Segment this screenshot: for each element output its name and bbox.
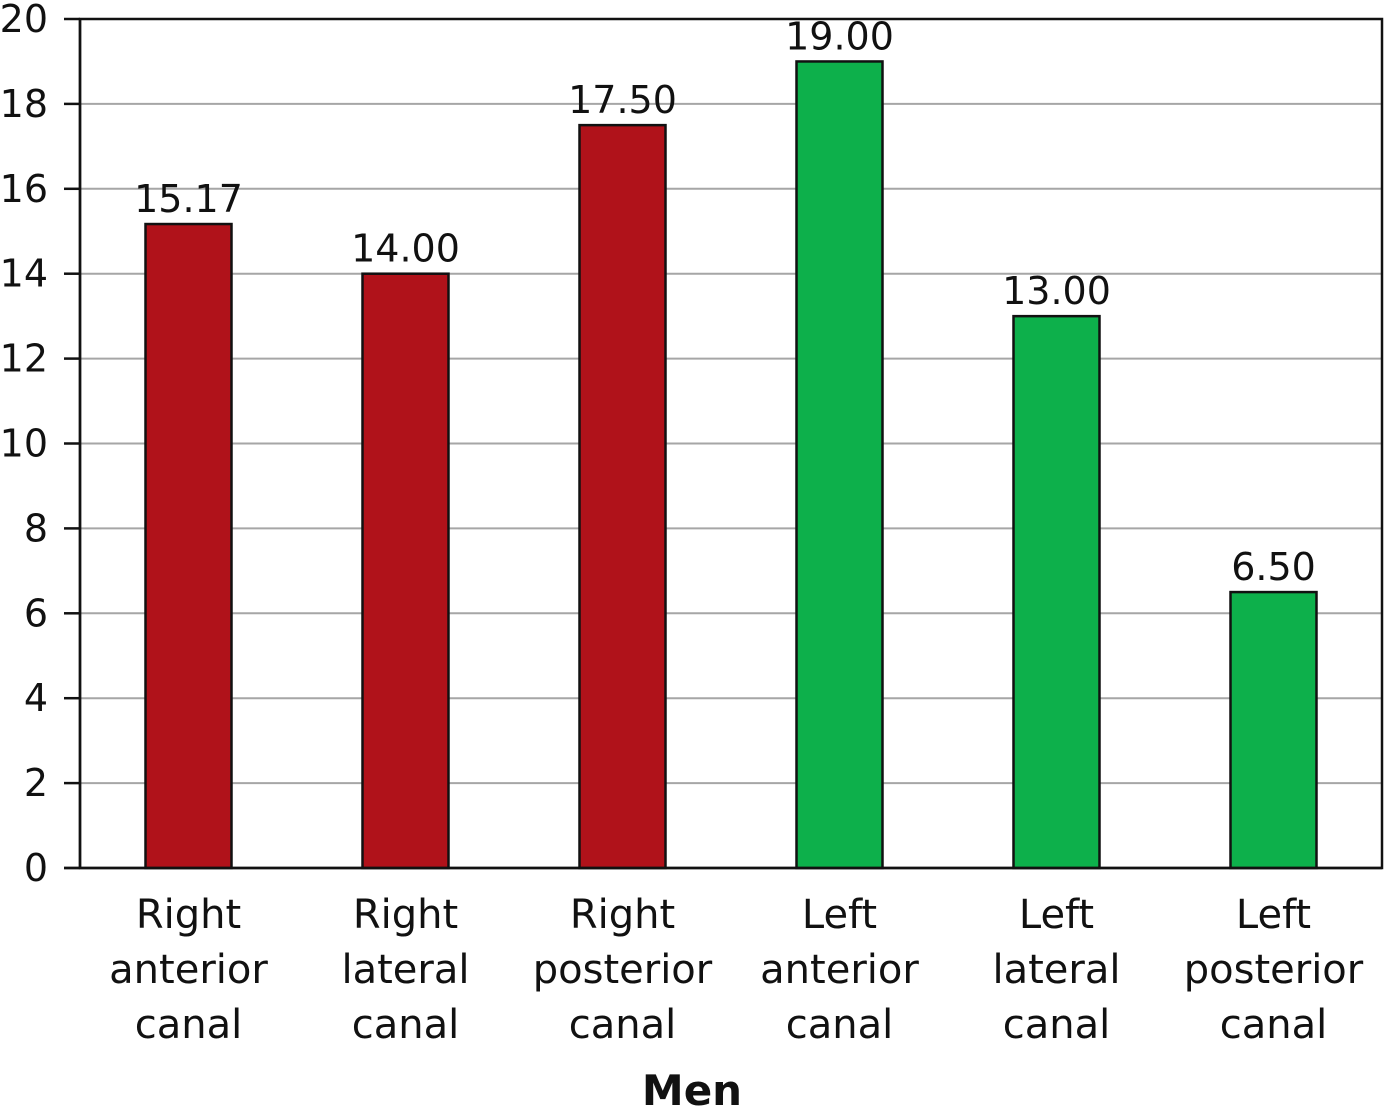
bar [144, 222, 233, 870]
bar [1012, 314, 1101, 870]
x-tick-label-line: posterior [533, 947, 713, 993]
data-label: 14.00 [351, 227, 460, 271]
x-tick-label-line: canal [569, 1002, 676, 1048]
y-tick-label: 18 [0, 82, 48, 126]
data-label: 6.50 [1231, 545, 1316, 589]
data-label: 17.50 [568, 78, 677, 122]
y-tick-label: 10 [0, 422, 48, 466]
x-tick-label-line: canal [135, 1002, 242, 1048]
y-tick-label: 2 [24, 761, 48, 805]
x-tick-label-line: Right [136, 892, 241, 938]
y-tick-label: 12 [0, 337, 48, 381]
data-label: 19.00 [785, 14, 894, 58]
bar [795, 60, 884, 870]
x-tick-label-line: Right [570, 892, 675, 938]
x-tick-label-line: Left [1019, 892, 1094, 938]
x-tick-label-line: canal [1220, 1002, 1327, 1048]
x-tick-label-line: Left [1236, 892, 1311, 938]
x-tick-label-line: Left [802, 892, 877, 938]
x-tick-label: Right lateral canal [342, 892, 470, 1048]
y-tick-label: 0 [24, 846, 48, 890]
x-tick-label-line: canal [352, 1002, 459, 1048]
x-tick-label-line: canal [1003, 1002, 1110, 1048]
bar [578, 123, 667, 870]
y-tick-label: 6 [24, 591, 48, 635]
y-tick-label: 4 [24, 676, 48, 720]
x-tick-label-line: anterior [760, 947, 919, 993]
y-tick-label: 8 [24, 506, 48, 550]
x-tick-label-line: Right [353, 892, 458, 938]
x-tick-label: Right posterior canal [533, 892, 713, 1048]
x-axis-title: Men [642, 1066, 742, 1110]
x-tick-label-line: anterior [109, 947, 268, 993]
x-tick-label: Right anterior canal [109, 892, 268, 1048]
y-tick-label: 14 [0, 252, 48, 296]
data-label: 13.00 [1002, 269, 1111, 313]
x-tick-label-line: posterior [1184, 947, 1364, 993]
x-tick-label: Left lateral canal [993, 892, 1121, 1048]
x-tick-label: Left posterior canal [1184, 892, 1364, 1048]
bar [361, 272, 450, 870]
x-tick-label: Left anterior canal [760, 892, 919, 1048]
bar [1229, 590, 1318, 870]
data-label: 15.17 [134, 177, 243, 221]
y-tick-label: 20 [0, 0, 48, 41]
x-tick-label-line: lateral [342, 947, 470, 993]
x-tick-label-line: canal [786, 1002, 893, 1048]
y-tick-label: 16 [0, 167, 48, 211]
x-tick-label-line: lateral [993, 947, 1121, 993]
